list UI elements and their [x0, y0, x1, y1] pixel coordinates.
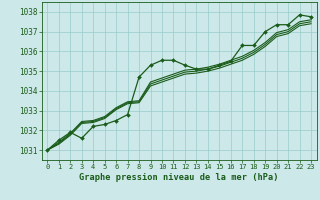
- X-axis label: Graphe pression niveau de la mer (hPa): Graphe pression niveau de la mer (hPa): [79, 173, 279, 182]
